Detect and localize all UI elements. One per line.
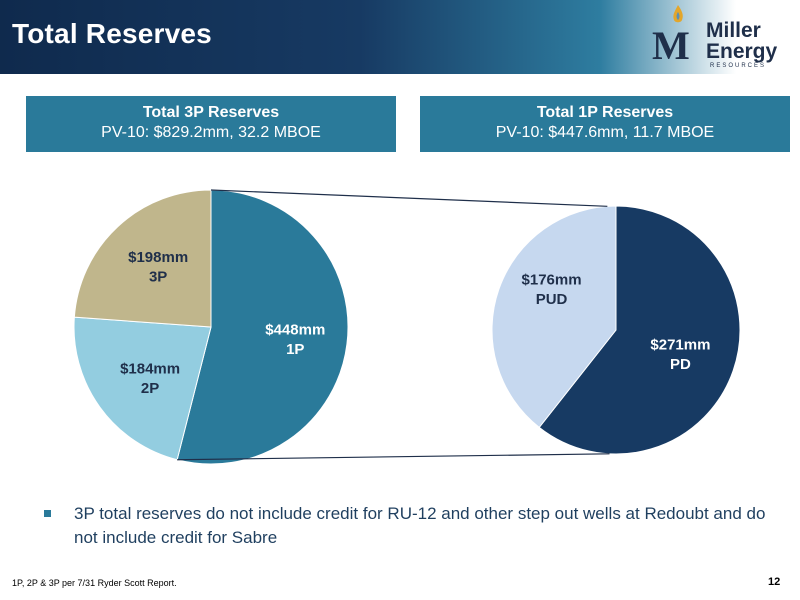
- pie2-label-value: $176mm: [522, 272, 582, 289]
- pie2-label-name: PD: [670, 356, 691, 373]
- flame-icon: [673, 5, 683, 23]
- pie1-slice-1p: [176, 189, 349, 465]
- pie1-label-value: $448mm: [265, 322, 325, 339]
- logo-word-energy: Energy: [706, 40, 778, 63]
- pie2-slice-pd: [538, 205, 741, 455]
- page-title: Total Reserves: [12, 18, 212, 49]
- pie2-label-pd: $271mm PD: [650, 336, 710, 373]
- total-3p-box: Total 3P Reserves PV-10: $829.2mm, 32.2 …: [26, 96, 396, 152]
- pie1-label-3p: $198mm 3P: [128, 249, 188, 286]
- pie2-label-pud: $176mm PUD: [522, 272, 582, 309]
- connector-line-bottom: [177, 453, 610, 461]
- connector-line-top: [210, 189, 608, 207]
- pie1-label-name: 1P: [286, 341, 304, 358]
- total-3p-title: Total 3P Reserves: [142, 104, 280, 121]
- total-1p-box: Total 1P Reserves PV-10: $447.6mm, 11.7 …: [420, 96, 790, 152]
- total-1p-title: Total 1P Reserves: [536, 104, 674, 121]
- pie1-slice-3p: [73, 189, 212, 328]
- reserves-pie-charts: $448mm 1P $184mm 2P $198mm 3P $271mm PD $176mm PU…: [73, 189, 741, 465]
- bullet-note: 3P total reserves do not include credit …: [44, 502, 784, 550]
- pie1-label-value: $184mm: [120, 361, 180, 378]
- pie1-label-name: 2P: [141, 380, 159, 397]
- pie1-label-name: 3P: [149, 268, 167, 285]
- total-3p-subtitle: PV-10: $829.2mm, 32.2 MBOE: [101, 124, 321, 141]
- logo-mark: M: [652, 23, 690, 68]
- pie2-label-value: $271mm: [650, 336, 710, 353]
- pie1-label-1p: $448mm 1P: [265, 322, 325, 359]
- pie1-label-value: $198mm: [128, 249, 188, 266]
- logo-subtitle: RESOURCES: [710, 63, 767, 69]
- company-logo: M Miller Energy RESOURCES: [650, 4, 798, 70]
- footnote: 1P, 2P & 3P per 7/31 Ryder Scott Report.: [12, 578, 177, 588]
- page-number: 12: [768, 576, 781, 588]
- header-bar: Total Reserves M Miller Energy RESOURCES: [0, 0, 800, 74]
- pie1-label-2p: $184mm 2P: [120, 361, 180, 398]
- logo-word-miller: Miller: [706, 19, 761, 42]
- bullet-marker: [44, 510, 51, 517]
- pie2-slice-pud: [491, 205, 617, 429]
- pie2-label-name: PUD: [536, 291, 568, 308]
- total-1p-subtitle: PV-10: $447.6mm, 11.7 MBOE: [495, 124, 715, 141]
- pie1-slice-2p: [73, 316, 212, 461]
- bullet-text: 3P total reserves do not include credit …: [74, 504, 766, 547]
